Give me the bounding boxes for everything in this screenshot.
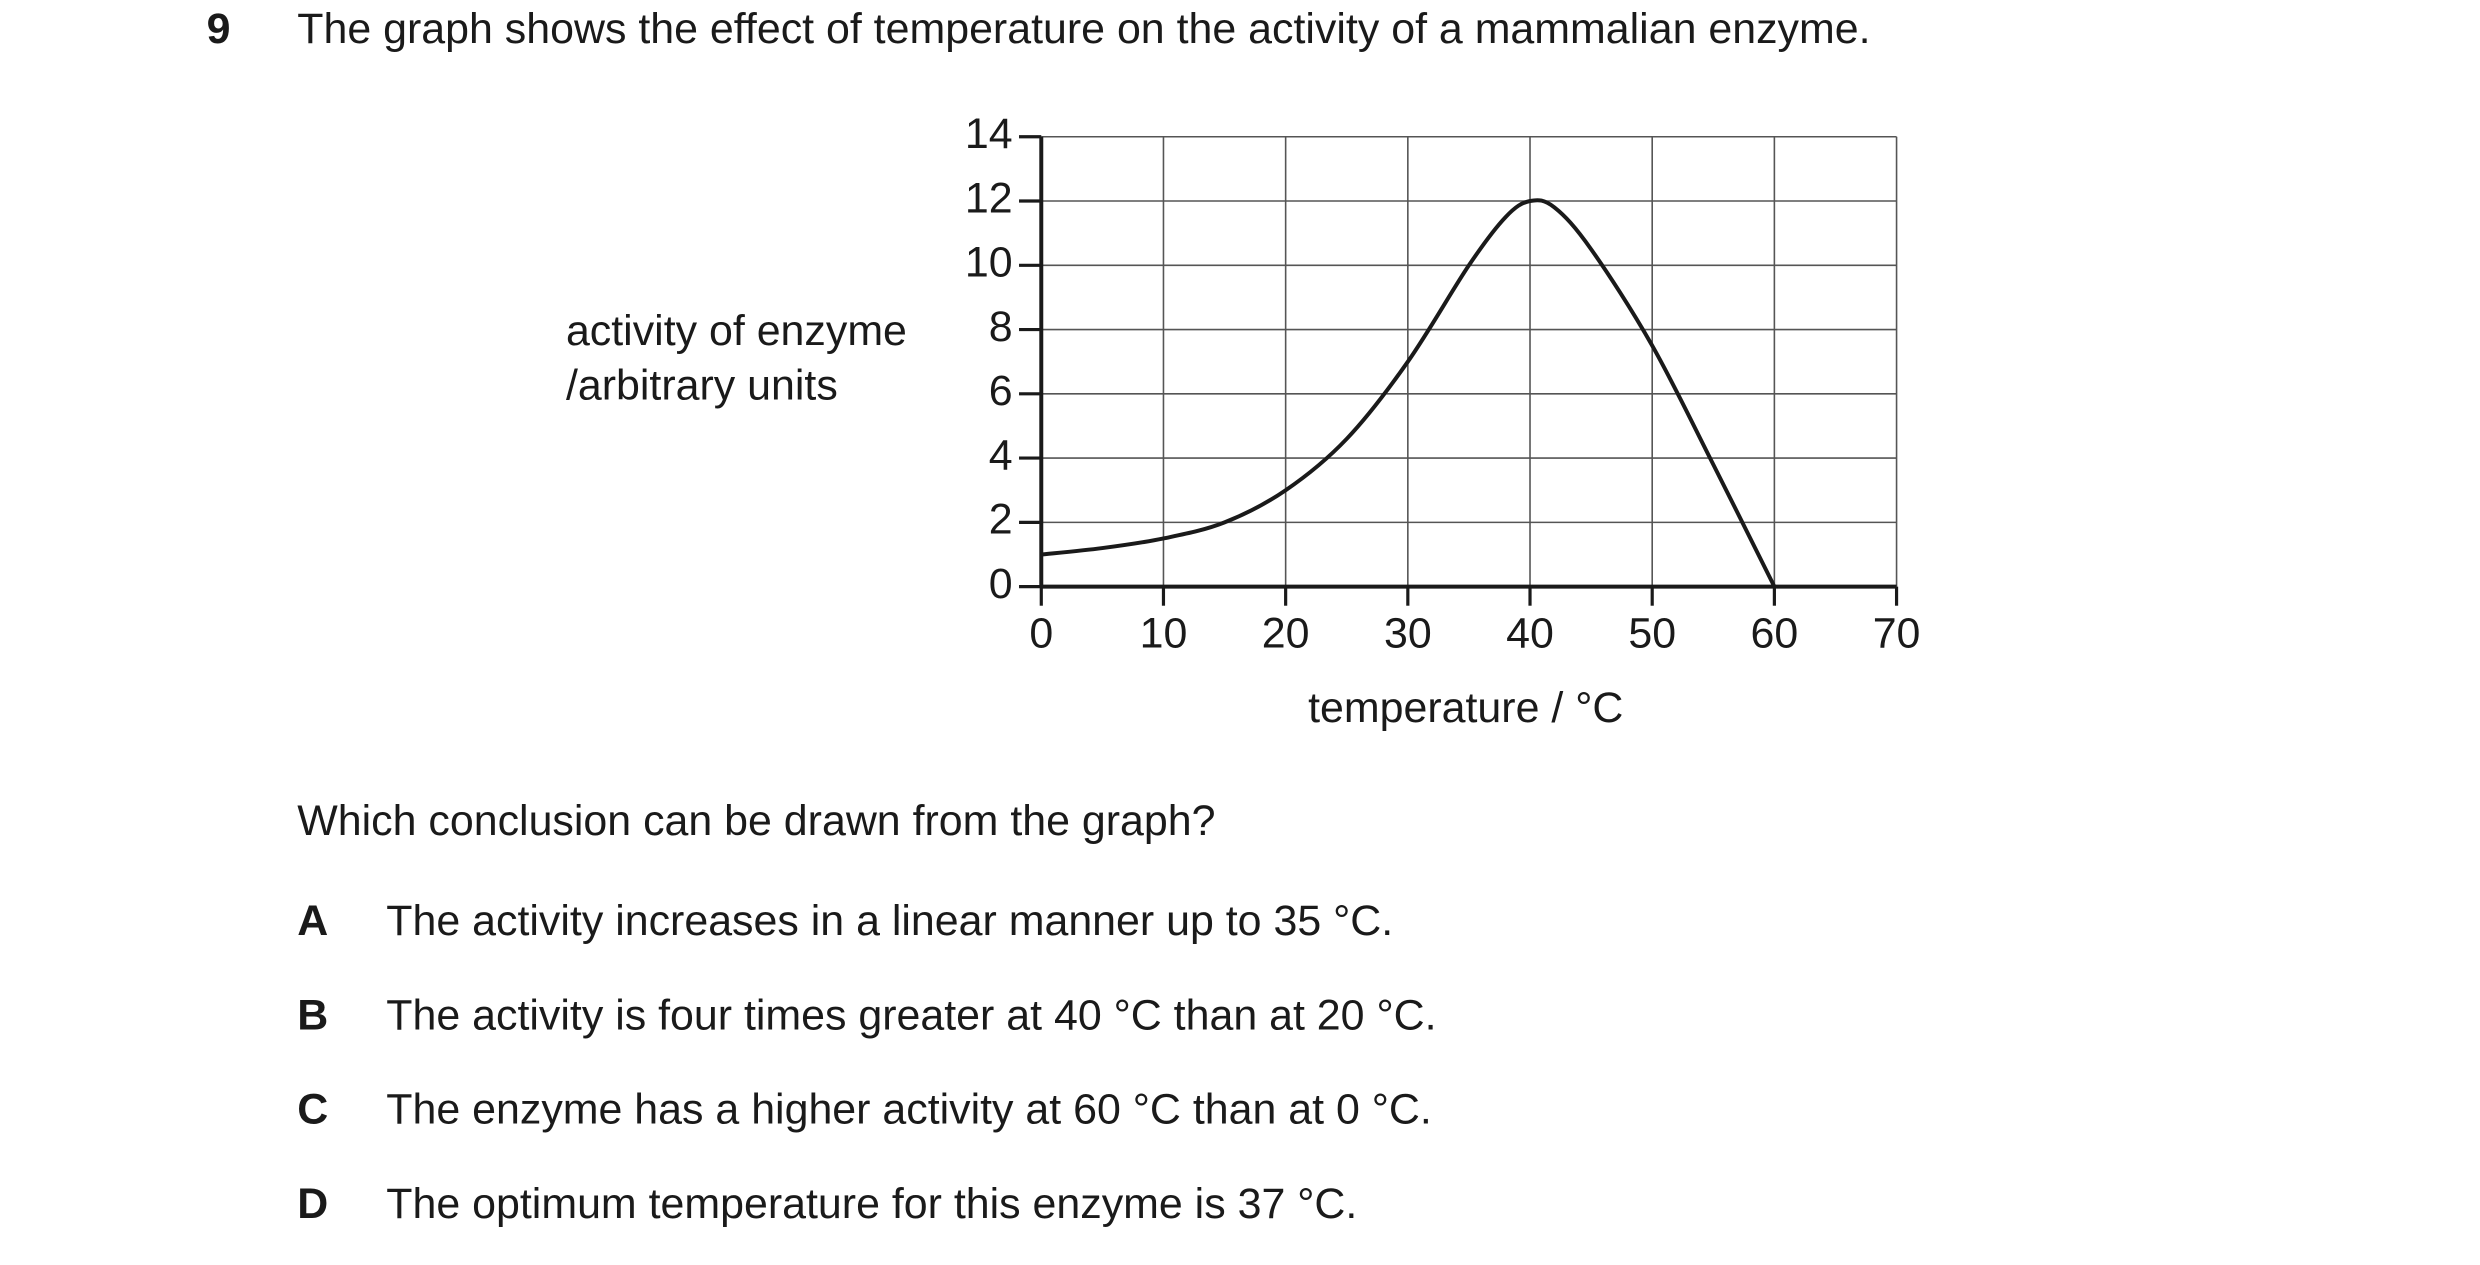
y-axis-label: /arbitrary units xyxy=(566,361,838,409)
y-tick-label: 14 xyxy=(965,110,1013,158)
x-tick-label: 40 xyxy=(1506,609,1554,657)
y-tick-label: 2 xyxy=(989,496,1013,544)
option-letter: C xyxy=(297,1086,328,1134)
x-tick-label: 50 xyxy=(1628,609,1676,657)
y-tick-label: 12 xyxy=(965,174,1013,222)
curve xyxy=(1041,198,1777,588)
x-axis-label: temperature / °C xyxy=(1308,684,1623,732)
option-text: The optimum temperature for this enzyme … xyxy=(386,1180,1357,1228)
option-letter: B xyxy=(297,991,328,1039)
y-tick-label: 8 xyxy=(989,303,1013,351)
x-tick-label: 30 xyxy=(1384,609,1432,657)
y-tick-label: 6 xyxy=(989,367,1013,415)
y-axis-label: activity of enzyme xyxy=(566,307,907,355)
question-number: 9 xyxy=(207,5,231,53)
x-tick-label: 20 xyxy=(1262,609,1310,657)
y-tick-label: 4 xyxy=(989,431,1013,479)
x-tick-label: 10 xyxy=(1140,609,1188,657)
x-tick-label: 60 xyxy=(1751,609,1799,657)
prompt: Which conclusion can be drawn from the g… xyxy=(297,797,1215,845)
option-letter: A xyxy=(297,897,328,945)
option-text: The activity increases in a linear manne… xyxy=(386,897,1393,945)
question-text: The graph shows the effect of temperatur… xyxy=(297,5,1870,53)
option-text: The activity is four times greater at 40… xyxy=(386,991,1436,1039)
option-letter: D xyxy=(297,1180,328,1228)
y-tick-label: 10 xyxy=(965,239,1013,287)
y-tick-label: 0 xyxy=(989,560,1013,608)
x-tick-label: 0 xyxy=(1029,609,1053,657)
option-text: The enzyme has a higher activity at 60 °… xyxy=(386,1086,1432,1134)
x-tick-label: 70 xyxy=(1873,609,1921,657)
